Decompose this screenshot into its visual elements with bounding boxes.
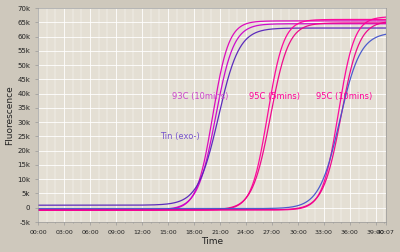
Text: 95C (5mins): 95C (5mins) — [249, 92, 300, 101]
Text: 95C (10mins): 95C (10mins) — [316, 92, 372, 101]
Text: 93C (10mins): 93C (10mins) — [172, 92, 228, 101]
X-axis label: Time: Time — [201, 237, 223, 246]
Y-axis label: Fluorescence: Fluorescence — [6, 85, 14, 145]
Text: Tin (exo-): Tin (exo-) — [160, 132, 200, 141]
